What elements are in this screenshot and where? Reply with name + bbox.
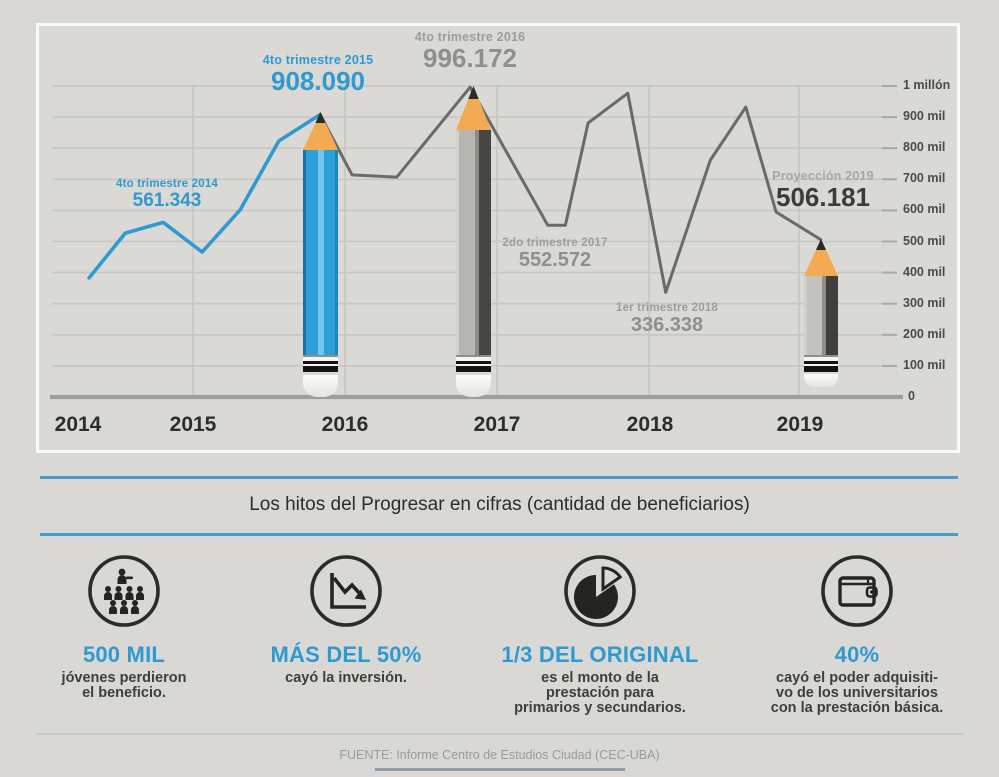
pencil-eraser bbox=[303, 375, 338, 397]
stat-body: cayó el poder adquisiti- vo de los unive… bbox=[770, 670, 944, 717]
series-line-1 bbox=[318, 85, 823, 294]
pencil-body bbox=[804, 276, 838, 355]
x-axis-label: 2015 bbox=[169, 413, 217, 436]
milestone-2019-projection: Proyección 2019 506.181 bbox=[743, 169, 903, 213]
milestone-label: Proyección 2019 bbox=[772, 169, 874, 183]
y-axis-label: 300 mil bbox=[903, 295, 946, 310]
milestone-label: 4to trimestre 2016 bbox=[414, 30, 526, 44]
y-axis-label: 600 mil bbox=[903, 202, 946, 217]
stat-investment-drop: MÁS DEL 50% cayó la inversión. bbox=[240, 553, 452, 686]
stat-body: es el monto de la prestación para primar… bbox=[514, 670, 686, 717]
pencil-gray-2019 bbox=[804, 239, 838, 387]
milestone-value: 996.172 bbox=[423, 43, 517, 74]
pencil-eraser bbox=[456, 375, 491, 397]
y-axis-label: 0 bbox=[908, 389, 915, 403]
milestone-value: 552.572 bbox=[518, 249, 592, 272]
y-axis-label: 500 mil bbox=[903, 233, 946, 248]
declining-chart-icon bbox=[308, 553, 384, 629]
milestone-2014-q4: 4to trimestre 2014 561.343 bbox=[87, 178, 247, 211]
series-line-0 bbox=[87, 112, 322, 280]
milestone-2015-q4: 4to trimestre 2015 908.090 bbox=[238, 53, 398, 97]
x-axis-label: 2019 bbox=[776, 413, 824, 436]
section-title: Los hitos del Progresar en cifras (canti… bbox=[249, 494, 750, 515]
stat-body: jóvenes perdieron el beneficio. bbox=[61, 670, 187, 702]
pencil-body bbox=[456, 130, 491, 355]
y-axis-label: 1 millón bbox=[903, 78, 951, 92]
pencil-tip bbox=[804, 239, 838, 276]
milestone-value: 336.338 bbox=[630, 314, 704, 337]
pencil-body bbox=[303, 150, 338, 355]
milestone-value: 908.090 bbox=[271, 66, 365, 97]
stat-title: 1/3 DEL ORIGINAL bbox=[501, 642, 699, 667]
milestone-label: 1er trimestre 2018 bbox=[615, 302, 719, 314]
stat-purchasing-power: 40% cayó el poder adquisiti- vo de los u… bbox=[751, 553, 963, 716]
milestone-2016-q4: 4to trimestre 2016 996.172 bbox=[390, 30, 550, 74]
pencil-eraser bbox=[804, 374, 838, 387]
stat-benefit-amount: 1/3 DEL ORIGINAL es el monto de la prest… bbox=[494, 553, 706, 716]
source-note: FUENTE: Informe Centro de Estudios Ciuda… bbox=[339, 748, 660, 762]
pencil-tip bbox=[303, 112, 338, 150]
divider-blue-top bbox=[40, 476, 958, 479]
footer-divider bbox=[36, 733, 963, 735]
wallet-icon bbox=[819, 553, 895, 629]
pencil-ferrule bbox=[456, 355, 491, 375]
crowd-icon bbox=[86, 553, 162, 629]
x-axis-label: 2016 bbox=[321, 413, 369, 436]
pencil-ferrule bbox=[804, 355, 838, 374]
stat-title: 500 MIL bbox=[82, 642, 166, 667]
milestone-label: 4to trimestre 2014 bbox=[115, 178, 219, 190]
stat-title: MÁS DEL 50% bbox=[270, 642, 422, 667]
divider-blue-bottom bbox=[40, 533, 958, 536]
bottom-bar bbox=[375, 768, 625, 771]
stat-title: 40% bbox=[834, 642, 880, 667]
y-axis-label: 900 mil bbox=[903, 109, 946, 124]
pencil-ferrule bbox=[303, 355, 338, 375]
y-axis-label: 100 mil bbox=[903, 357, 946, 372]
y-axis-label: 400 mil bbox=[903, 264, 946, 279]
pie-chart-icon bbox=[562, 553, 638, 629]
x-axis-label: 2018 bbox=[626, 413, 674, 436]
milestone-2018-q1: 1er trimestre 2018 336.338 bbox=[587, 302, 747, 336]
x-axis-label: 2017 bbox=[473, 413, 521, 436]
milestone-value: 506.181 bbox=[776, 182, 870, 213]
stat-body: cayó la inversión. bbox=[285, 670, 407, 686]
pencil-gray-2016 bbox=[456, 86, 491, 397]
milestone-label: 4to trimestre 2015 bbox=[262, 53, 374, 67]
y-axis-label: 200 mil bbox=[903, 326, 946, 341]
stat-beneficiaries-lost: 500 MIL jóvenes perdieron el beneficio. bbox=[18, 553, 230, 701]
milestone-value: 561.343 bbox=[132, 190, 202, 212]
y-axis-label: 700 mil bbox=[903, 171, 946, 186]
milestone-2017-q2: 2do trimestre 2017 552.572 bbox=[475, 237, 635, 271]
milestone-label: 2do trimestre 2017 bbox=[502, 237, 608, 249]
pencil-blue-2015 bbox=[303, 112, 338, 397]
x-axis-label: 2014 bbox=[54, 413, 102, 436]
pencil-tip bbox=[456, 86, 491, 130]
y-axis-label: 800 mil bbox=[903, 140, 946, 155]
